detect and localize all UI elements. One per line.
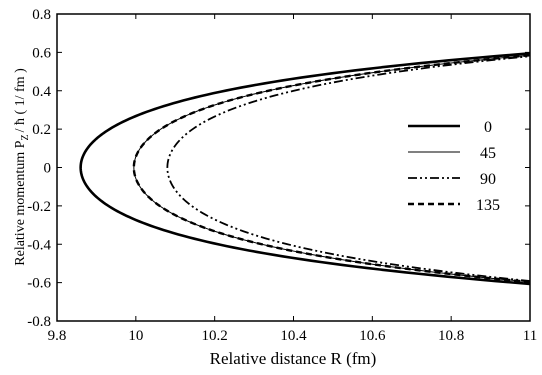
y-axis-label-sub: Z bbox=[20, 134, 31, 140]
legend-label-0: 0 bbox=[484, 119, 492, 136]
y-tick-label: 0.8 bbox=[32, 7, 51, 23]
legend-label-135: 135 bbox=[476, 197, 500, 214]
x-tick-label: 10.2 bbox=[202, 328, 228, 344]
series-curve-135 bbox=[132, 54, 531, 284]
y-tick-label: 0.6 bbox=[32, 45, 51, 61]
legend-label-45: 45 bbox=[480, 145, 496, 162]
x-tick-label: 11 bbox=[523, 328, 537, 344]
y-tick-label: -0.8 bbox=[27, 314, 51, 330]
series-curve-0 bbox=[79, 52, 531, 286]
x-tick-label: 10.4 bbox=[280, 328, 307, 344]
x-tick-label: 9.8 bbox=[48, 328, 67, 344]
y-tick-label: -0.6 bbox=[27, 276, 51, 292]
y-tick-label: 0.2 bbox=[32, 122, 51, 138]
series-curve-90 bbox=[166, 55, 531, 282]
y-axis-label: Relative momentum PZ / ħ ( 1/ fm ) bbox=[13, 68, 31, 266]
legend-label-90: 90 bbox=[480, 171, 496, 188]
y-axis-label-tail: / ħ ( 1/ fm ) bbox=[13, 68, 28, 132]
y-axis-label-main: Relative momentum P bbox=[13, 140, 28, 265]
x-tick-label: 10.6 bbox=[359, 328, 386, 344]
y-tick-label: -0.2 bbox=[27, 199, 51, 215]
x-tick-label: 10 bbox=[128, 328, 143, 344]
y-tick-label: 0.4 bbox=[32, 84, 51, 100]
x-tick-label: 10.8 bbox=[438, 328, 464, 344]
x-axis-label: Relative distance R (fm) bbox=[210, 349, 377, 368]
y-tick-label: -0.4 bbox=[27, 237, 51, 253]
series-curve-45 bbox=[133, 54, 531, 283]
y-tick-label: 0 bbox=[44, 161, 52, 177]
